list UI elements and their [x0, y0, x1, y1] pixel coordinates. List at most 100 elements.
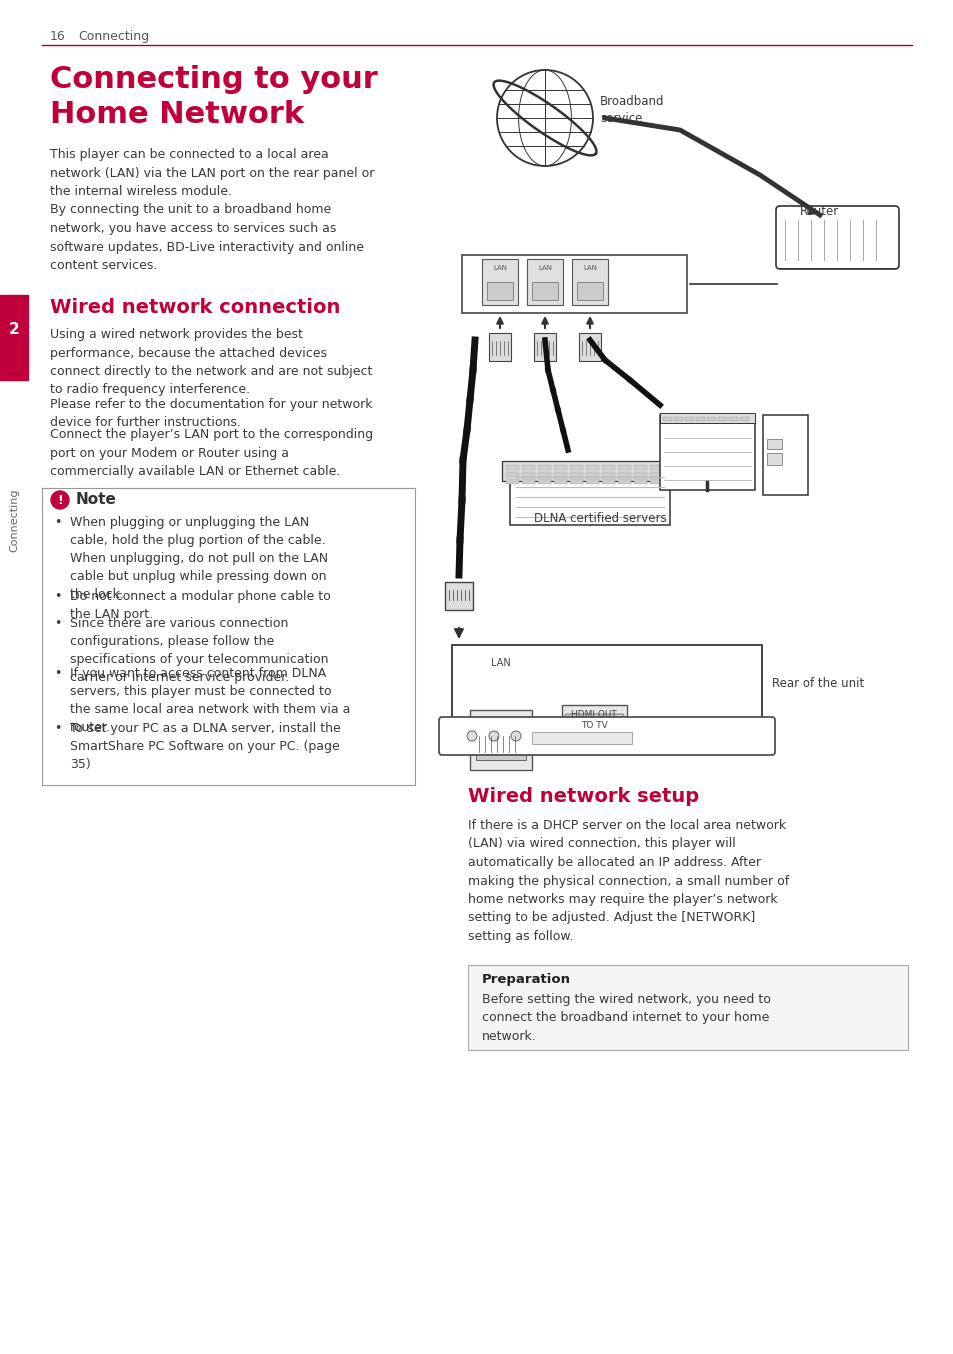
Circle shape: [511, 731, 520, 741]
Circle shape: [489, 731, 498, 741]
Bar: [452, 645, 761, 720]
Bar: [486, 282, 513, 301]
Bar: [601, 473, 615, 477]
Bar: [601, 464, 615, 470]
Bar: [532, 733, 631, 743]
Circle shape: [467, 731, 476, 741]
Bar: [766, 454, 781, 464]
Text: LAN: LAN: [493, 265, 506, 271]
Bar: [718, 417, 726, 421]
Text: Router: Router: [800, 204, 839, 218]
Bar: [0, 295, 28, 380]
Bar: [585, 479, 598, 483]
Text: Connecting: Connecting: [78, 30, 149, 43]
Text: Preparation: Preparation: [481, 974, 571, 986]
Bar: [532, 282, 558, 301]
FancyBboxPatch shape: [564, 714, 623, 743]
Text: LAN: LAN: [537, 265, 552, 271]
Bar: [505, 464, 518, 470]
Text: !: !: [57, 493, 63, 506]
Bar: [481, 259, 517, 305]
Text: When plugging or unplugging the LAN
cable, hold the plug portion of the cable.
W: When plugging or unplugging the LAN cabl…: [70, 516, 328, 601]
Bar: [468, 965, 907, 1049]
Circle shape: [51, 492, 69, 509]
Text: HDMI OUT
TO TV: HDMI OUT TO TV: [571, 709, 617, 730]
Bar: [673, 417, 682, 421]
Text: LAN: LAN: [491, 658, 511, 668]
Text: Connecting to your: Connecting to your: [50, 65, 377, 93]
Text: Please refer to the documentation for your network
device for further instructio: Please refer to the documentation for yo…: [50, 398, 372, 429]
Text: Note: Note: [76, 492, 117, 506]
Bar: [489, 333, 511, 362]
Text: •: •: [54, 590, 62, 603]
Bar: [577, 282, 602, 301]
Bar: [554, 479, 566, 483]
Bar: [649, 473, 662, 477]
Bar: [521, 473, 535, 477]
Bar: [762, 414, 807, 496]
Bar: [526, 259, 562, 305]
Bar: [505, 473, 518, 477]
Bar: [534, 333, 556, 362]
Bar: [585, 473, 598, 477]
Bar: [618, 473, 630, 477]
Bar: [561, 705, 626, 750]
Bar: [649, 479, 662, 483]
FancyBboxPatch shape: [438, 718, 774, 756]
Text: Before setting the wired network, you need to
connect the broadband internet to : Before setting the wired network, you ne…: [481, 992, 770, 1043]
Bar: [728, 417, 738, 421]
Text: Since there are various connection
configurations, please follow the
specificati: Since there are various connection confi…: [70, 617, 328, 684]
Bar: [585, 464, 598, 470]
Bar: [740, 417, 748, 421]
Text: LAN: LAN: [582, 265, 597, 271]
Bar: [501, 462, 678, 481]
Bar: [696, 417, 704, 421]
Text: Rear of the unit: Rear of the unit: [771, 677, 863, 691]
Text: •: •: [54, 516, 62, 529]
Bar: [537, 464, 551, 470]
Text: Connect the player’s LAN port to the corresponding
port on your Modem or Router : Connect the player’s LAN port to the cor…: [50, 428, 373, 478]
Bar: [554, 473, 566, 477]
Bar: [618, 479, 630, 483]
Text: Connecting: Connecting: [9, 489, 19, 551]
Bar: [569, 464, 582, 470]
Bar: [634, 473, 646, 477]
Bar: [476, 722, 525, 760]
Bar: [684, 417, 693, 421]
Text: •: •: [54, 668, 62, 680]
Bar: [618, 464, 630, 470]
Bar: [659, 413, 754, 422]
Bar: [578, 333, 600, 362]
Bar: [601, 479, 615, 483]
Bar: [521, 464, 535, 470]
Text: Broadband
service: Broadband service: [599, 95, 664, 125]
Text: •: •: [54, 722, 62, 735]
Bar: [706, 417, 716, 421]
Bar: [649, 464, 662, 470]
Text: 16: 16: [50, 30, 66, 43]
Text: •: •: [54, 617, 62, 630]
Bar: [569, 479, 582, 483]
Text: 2: 2: [9, 322, 19, 337]
Bar: [634, 479, 646, 483]
Bar: [444, 582, 473, 611]
Bar: [470, 709, 532, 770]
Text: Wired network setup: Wired network setup: [468, 787, 699, 806]
Bar: [572, 259, 607, 305]
Text: To set your PC as a DLNA server, install the
SmartShare PC Software on your PC. : To set your PC as a DLNA server, install…: [70, 722, 340, 770]
Bar: [505, 479, 518, 483]
Bar: [659, 414, 754, 490]
FancyBboxPatch shape: [775, 206, 898, 269]
Text: Home Network: Home Network: [50, 100, 304, 129]
Bar: [662, 417, 671, 421]
Bar: [634, 464, 646, 470]
Bar: [537, 473, 551, 477]
Text: If there is a DHCP server on the local area network
(LAN) via wired connection, : If there is a DHCP server on the local a…: [468, 819, 788, 942]
Bar: [554, 464, 566, 470]
Bar: [461, 255, 686, 313]
Text: DLNA certified servers: DLNA certified servers: [533, 512, 665, 525]
Text: If you want to access content from DLNA
servers, this player must be connected t: If you want to access content from DLNA …: [70, 668, 350, 734]
Bar: [537, 479, 551, 483]
Text: Do not connect a modular phone cable to
the LAN port.: Do not connect a modular phone cable to …: [70, 590, 331, 621]
Bar: [521, 479, 535, 483]
